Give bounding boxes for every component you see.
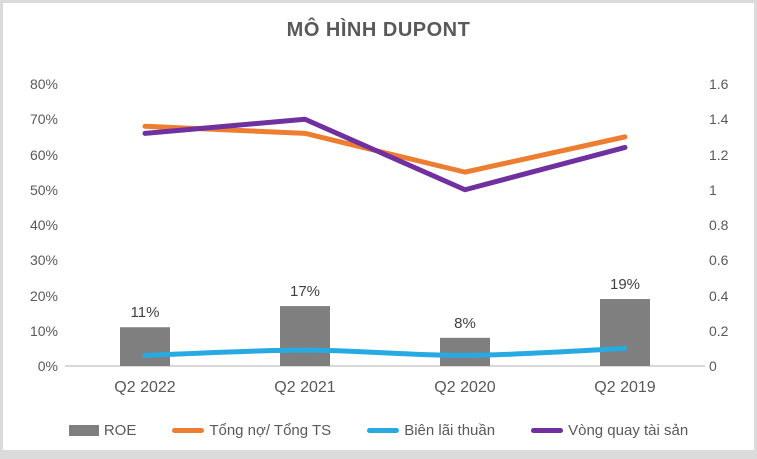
roe-bar [120,327,170,366]
chart-title: MÔ HÌNH DUPONT [286,19,471,41]
series-line [142,345,628,358]
legend-item: Vòng quay tài sản [531,422,688,439]
bar-data-label: 19% [610,276,640,293]
legend-line-swatch [367,428,400,433]
bar-data-label: 8% [454,315,476,332]
right-axis-tick: 0.4 [709,287,729,304]
left-axis-tick: 10% [29,322,58,339]
right-axis-tick: 1.4 [709,111,729,128]
right-axis-tick: 1 [709,181,717,198]
roe-bar [600,299,650,366]
legend-item: Biên lãi thuần [367,422,495,439]
left-axis-tick: 20% [29,287,58,304]
right-axis-tick: 1.6 [709,76,729,92]
right-axis-tick: 1.2 [709,146,729,163]
right-axis-tick: 0.8 [709,217,729,233]
legend-label: ROE [103,422,137,439]
legend-label: Biên lãi thuần [404,422,496,439]
legend-line-swatch [531,428,564,433]
left-axis-tick: 30% [29,252,58,269]
roe-bar [440,337,490,366]
bar-data-label: 17% [290,283,320,300]
category-label: Q2 2021 [274,379,336,396]
category-label: Q2 2020 [434,379,496,396]
left-axis-tick: 70% [29,111,58,128]
left-axis-tick: 50% [29,181,58,198]
series-line [142,116,628,193]
legend-label: Tổng nợ/ Tổng TS [209,422,332,439]
left-axis-tick: 40% [29,217,58,233]
legend-item: ROE [68,422,137,439]
left-axis-tick: 0% [37,358,58,374]
legend-item: Tổng nợ/ Tổng TS [172,422,331,439]
right-axis-tick: 0 [709,358,717,374]
category-label: Q2 2022 [114,379,176,396]
plot-area: 11% 17% 8% 19% [65,116,705,367]
right-axis-tick: 0.6 [709,252,729,269]
left-axis-tick: 60% [29,146,58,163]
right-axis-tick: 0.2 [709,322,729,339]
legend-line-swatch [172,428,205,433]
bar-data-label: 11% [131,304,160,321]
left-axis-tick: 80% [29,76,58,92]
category-label: Q2 2019 [594,379,656,396]
legend: ROE Tổng nợ/ Tổng TS Biên lãi thuần Vòng qu… [3,422,754,439]
legend-label: Vòng quay tài sản [568,422,689,439]
legend-bar-swatch [68,425,99,436]
roe-bar [280,306,330,366]
